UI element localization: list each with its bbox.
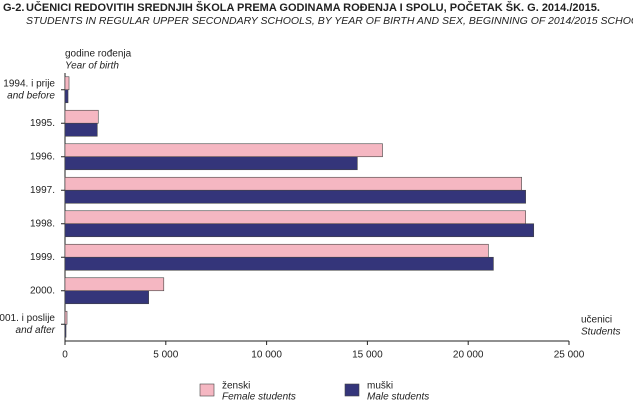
x-tick-label: 0 [62,350,68,361]
bar [64,290,149,305]
x-tick-label: 10 000 [251,350,282,361]
legend-label: ženski [222,381,250,392]
bar [64,256,494,271]
bar [64,323,67,338]
bar [64,277,165,292]
x-tick-label: 15 000 [352,350,383,361]
y-label: godine rođenja [65,49,132,60]
chart-subtitle: STUDENTS IN REGULAR UPPER SECONDARY SCHO… [26,15,633,27]
x-label: učenici [581,315,612,326]
bar [64,143,383,158]
bar [64,156,358,171]
legend-label-en: Male students [367,392,429,401]
legend-label: muški [367,381,393,392]
y-tick-label: 1996. [30,151,55,162]
bar [64,109,99,124]
figure-number: G-2. [3,2,24,14]
bar [64,310,68,325]
x-tick-label: 20 000 [453,350,484,361]
bar [64,243,489,258]
y-tick-label: 2000. [30,285,55,296]
bar [64,210,526,225]
bar [64,76,70,91]
y-tick-label: 1994. i prije [3,78,55,89]
x-tick-label: 5 000 [153,350,178,361]
y-tick-label: 1999. [30,252,55,263]
legend-swatch [199,383,215,397]
legend-label-en: Female students [222,392,296,401]
bar [64,189,526,204]
bar [64,89,69,104]
bar [64,223,535,238]
legend-swatch [344,383,360,397]
y-tick-sublabel: and after [16,325,56,336]
x-tick-label: 25 000 [554,350,585,361]
bar [64,176,522,191]
x-label-en: Students [581,327,620,338]
y-tick-label: 2001. i poslije [0,313,55,324]
y-tick-sublabel: and before [7,90,55,101]
y-tick-label: 1997. [30,185,55,196]
y-tick-label: 1995. [30,118,55,129]
y-tick-label: 1998. [30,218,55,229]
y-label-en: Year of birth [65,61,119,72]
chart-title: UČENICI REDOVITIH SREDNJIH ŠKOLA PREMA G… [26,1,600,14]
bar [64,122,98,137]
